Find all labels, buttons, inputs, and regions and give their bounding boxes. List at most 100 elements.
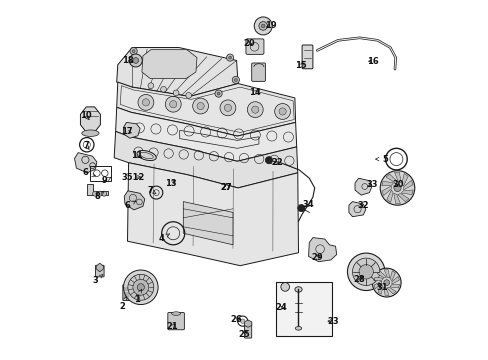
Text: 1: 1 bbox=[133, 289, 142, 304]
Text: 7: 7 bbox=[83, 141, 89, 150]
Polygon shape bbox=[96, 263, 103, 272]
FancyBboxPatch shape bbox=[167, 312, 184, 330]
Circle shape bbox=[371, 268, 400, 297]
Circle shape bbox=[274, 104, 290, 120]
FancyBboxPatch shape bbox=[302, 45, 312, 69]
Polygon shape bbox=[75, 153, 97, 173]
Circle shape bbox=[247, 102, 263, 118]
Text: 6: 6 bbox=[82, 168, 95, 177]
Text: 32: 32 bbox=[357, 202, 368, 210]
Text: 30: 30 bbox=[392, 180, 404, 189]
Circle shape bbox=[383, 280, 389, 285]
Polygon shape bbox=[87, 184, 107, 195]
Polygon shape bbox=[124, 191, 144, 210]
Circle shape bbox=[148, 83, 153, 89]
Circle shape bbox=[130, 48, 137, 55]
Circle shape bbox=[127, 274, 153, 300]
Circle shape bbox=[226, 54, 233, 61]
Text: 27: 27 bbox=[220, 183, 231, 192]
Circle shape bbox=[97, 191, 102, 196]
Polygon shape bbox=[377, 271, 386, 278]
Polygon shape bbox=[381, 181, 393, 186]
Circle shape bbox=[173, 90, 179, 96]
Circle shape bbox=[258, 22, 267, 30]
Polygon shape bbox=[381, 186, 390, 195]
Circle shape bbox=[142, 99, 149, 106]
Text: 14: 14 bbox=[249, 89, 261, 98]
Polygon shape bbox=[373, 281, 381, 289]
Circle shape bbox=[251, 106, 258, 113]
Circle shape bbox=[220, 100, 235, 116]
Text: 4: 4 bbox=[159, 234, 169, 243]
Circle shape bbox=[185, 93, 191, 98]
Circle shape bbox=[133, 58, 139, 63]
Polygon shape bbox=[397, 194, 408, 202]
Text: 3: 3 bbox=[92, 275, 103, 284]
Polygon shape bbox=[115, 107, 296, 161]
Polygon shape bbox=[354, 178, 371, 195]
FancyBboxPatch shape bbox=[251, 63, 265, 81]
Circle shape bbox=[129, 54, 142, 67]
Circle shape bbox=[215, 90, 222, 97]
Polygon shape bbox=[308, 238, 336, 262]
Polygon shape bbox=[401, 174, 407, 186]
Circle shape bbox=[297, 204, 305, 212]
Text: 34: 34 bbox=[302, 200, 314, 209]
Circle shape bbox=[165, 96, 181, 112]
Polygon shape bbox=[373, 277, 383, 281]
Bar bbox=[90, 166, 111, 181]
Circle shape bbox=[279, 108, 285, 115]
Polygon shape bbox=[389, 284, 399, 288]
Polygon shape bbox=[117, 82, 295, 136]
Ellipse shape bbox=[295, 327, 301, 330]
Text: 7: 7 bbox=[147, 186, 156, 195]
Circle shape bbox=[123, 270, 158, 305]
Ellipse shape bbox=[81, 130, 99, 136]
Text: 33: 33 bbox=[366, 180, 377, 189]
Circle shape bbox=[232, 76, 239, 84]
Circle shape bbox=[92, 191, 98, 196]
Text: 25: 25 bbox=[238, 330, 249, 338]
Circle shape bbox=[261, 24, 264, 28]
Circle shape bbox=[347, 253, 384, 291]
Text: 31: 31 bbox=[375, 283, 387, 292]
Circle shape bbox=[217, 92, 220, 95]
Text: 10: 10 bbox=[80, 111, 91, 120]
Polygon shape bbox=[384, 270, 389, 278]
FancyBboxPatch shape bbox=[244, 323, 251, 338]
Circle shape bbox=[133, 279, 148, 295]
Polygon shape bbox=[394, 172, 401, 183]
Ellipse shape bbox=[171, 312, 180, 315]
Polygon shape bbox=[348, 202, 365, 217]
Circle shape bbox=[138, 94, 154, 110]
Text: 15: 15 bbox=[295, 61, 306, 70]
Bar bbox=[276, 282, 331, 336]
Polygon shape bbox=[123, 122, 140, 138]
Circle shape bbox=[358, 265, 373, 279]
Text: 21: 21 bbox=[165, 323, 177, 331]
Ellipse shape bbox=[294, 287, 302, 292]
Polygon shape bbox=[117, 48, 238, 96]
Text: 3512: 3512 bbox=[122, 173, 145, 182]
Text: 18: 18 bbox=[122, 56, 133, 65]
Circle shape bbox=[240, 319, 244, 323]
Text: 19: 19 bbox=[264, 21, 276, 30]
Polygon shape bbox=[386, 287, 395, 294]
Text: 2: 2 bbox=[119, 297, 126, 311]
Circle shape bbox=[192, 98, 208, 114]
Circle shape bbox=[197, 102, 204, 109]
Circle shape bbox=[393, 184, 400, 192]
Polygon shape bbox=[81, 107, 100, 132]
Circle shape bbox=[254, 17, 272, 35]
Polygon shape bbox=[114, 131, 297, 188]
Text: 28: 28 bbox=[352, 275, 364, 284]
Polygon shape bbox=[385, 174, 397, 182]
Polygon shape bbox=[391, 276, 399, 284]
Text: 6: 6 bbox=[124, 201, 136, 210]
Circle shape bbox=[352, 258, 379, 285]
Text: 5: 5 bbox=[375, 155, 387, 163]
Text: 17: 17 bbox=[121, 127, 132, 136]
Circle shape bbox=[132, 50, 135, 53]
Text: 24: 24 bbox=[275, 303, 286, 312]
Text: 20: 20 bbox=[243, 39, 254, 48]
